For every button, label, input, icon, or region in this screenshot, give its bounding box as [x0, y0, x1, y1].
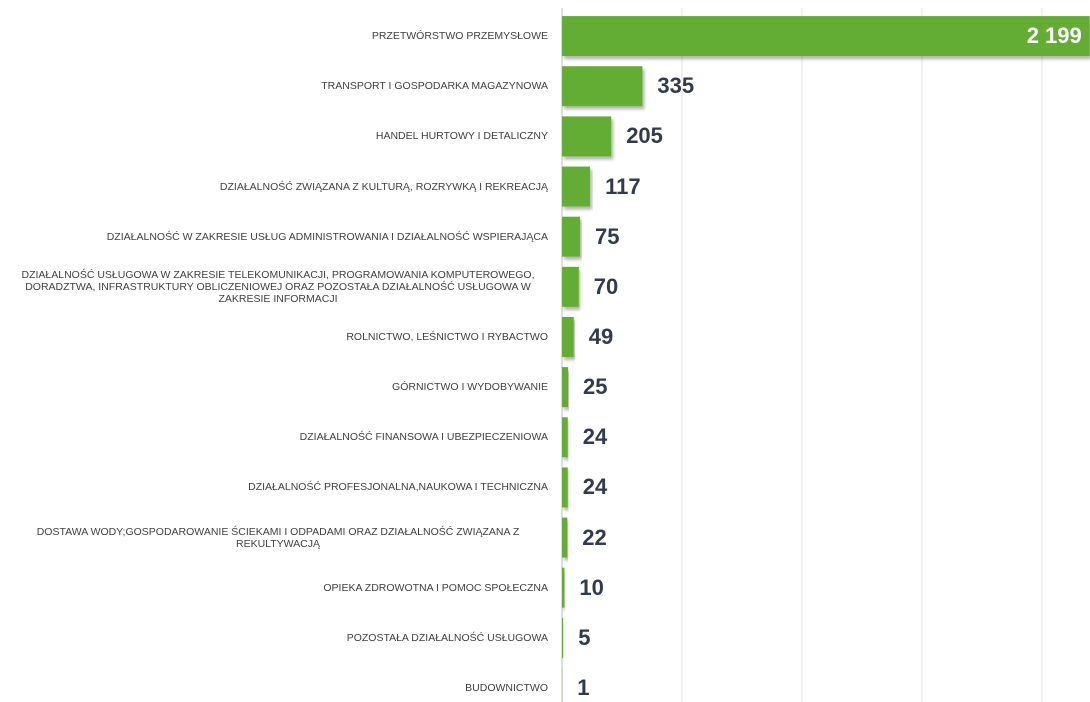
category-label: DZIAŁALNOŚĆ FINANSOWA I UBEZPIECZENIOWA: [8, 412, 548, 462]
category-text: DZIAŁALNOŚĆ FINANSOWA I UBEZPIECZENIOWA: [299, 431, 548, 444]
value-label: 335: [657, 73, 695, 99]
category-label: DZIAŁALNOŚĆ USŁUGOWA W ZAKRESIE TELEKOMU…: [8, 262, 548, 312]
bar: [562, 617, 564, 658]
bar: [562, 567, 565, 608]
category-label: POZOSTAŁA DZIAŁALNOŚĆ USŁUGOWA: [8, 613, 548, 663]
bar: [562, 417, 568, 458]
category-text: DZIAŁALNOŚĆ W ZAKRESIE USŁUG ADMINISTROW…: [106, 230, 548, 243]
category-label: PRZETWÓRSTWO PRZEMYSŁOWE: [8, 11, 548, 61]
category-label: DZIAŁALNOŚĆ W ZAKRESIE USŁUG ADMINISTROW…: [8, 212, 548, 262]
bar: [562, 216, 580, 257]
value-label: 25: [583, 374, 608, 400]
category-label: DZIAŁALNOŚĆ ZWIĄZANA Z KULTURĄ, ROZRYWKĄ…: [8, 162, 548, 212]
value-label: 2 199: [1026, 23, 1082, 49]
bar: [562, 166, 591, 207]
category-label: DZIAŁALNOŚĆ PROFESJONALNA,NAUKOWA I TECH…: [8, 462, 548, 512]
category-text: DOSTAWA WODY;GOSPODAROWANIE ŚCIEKAMI I O…: [36, 525, 520, 550]
category-label: ROLNICTWO, LEŚNICTWO I RYBACTWO: [8, 312, 548, 362]
value-label: 70: [593, 273, 619, 299]
category-text: DZIAŁALNOŚĆ ZWIĄZANA Z KULTURĄ, ROZRYWKĄ…: [219, 180, 548, 193]
value-label: 24: [582, 424, 608, 450]
category-text: DZIAŁALNOŚĆ PROFESJONALNA,NAUKOWA I TECH…: [248, 481, 548, 494]
bar: [562, 16, 1090, 57]
value-label: 205: [626, 123, 663, 149]
bar: [562, 316, 574, 357]
bar: [562, 517, 568, 558]
bar: [562, 467, 568, 508]
category-label: HANDEL HURTOWY I DETALICZNY: [8, 111, 548, 161]
category-text: POZOSTAŁA DZIAŁALNOŚĆ USŁUGOWA: [346, 631, 548, 644]
value-label: 117: [605, 173, 641, 199]
bar: [562, 66, 643, 107]
category-text: GÓRNICTWO I WYDOBYWANIE: [392, 381, 548, 394]
category-text: DZIAŁALNOŚĆ USŁUGOWA W ZAKRESIE TELEKOMU…: [21, 268, 535, 305]
value-label: 49: [588, 323, 614, 349]
bar: [562, 266, 579, 307]
category-text: BUDOWNICTWO: [465, 682, 548, 695]
bar: [562, 116, 612, 157]
category-label: BUDOWNICTWO: [8, 663, 548, 702]
value-label: 5: [578, 624, 591, 650]
category-label: TRANSPORT I GOSPODARKA MAGAZYNOWA: [8, 61, 548, 111]
category-text: TRANSPORT I GOSPODARKA MAGAZYNOWA: [321, 80, 548, 93]
category-label: DOSTAWA WODY;GOSPODAROWANIE ŚCIEKAMI I O…: [8, 513, 548, 563]
category-label: GÓRNICTWO I WYDOBYWANIE: [8, 362, 548, 412]
value-label: 10: [579, 574, 604, 600]
value-label: 24: [582, 474, 608, 500]
category-text: OPIEKA ZDROWOTNA I POMOC SPOŁECZNA: [323, 581, 548, 594]
category-text: PRZETWÓRSTWO PRZEMYSŁOWE: [371, 30, 548, 43]
bar: [562, 367, 568, 408]
category-text: HANDEL HURTOWY I DETALICZNY: [375, 130, 548, 143]
value-label: 1: [577, 675, 590, 701]
value-label: 22: [582, 524, 607, 550]
category-label: OPIEKA ZDROWOTNA I POMOC SPOŁECZNA: [8, 563, 548, 613]
value-label: 75: [595, 223, 620, 249]
category-text: ROLNICTWO, LEŚNICTWO I RYBACTWO: [346, 330, 548, 343]
